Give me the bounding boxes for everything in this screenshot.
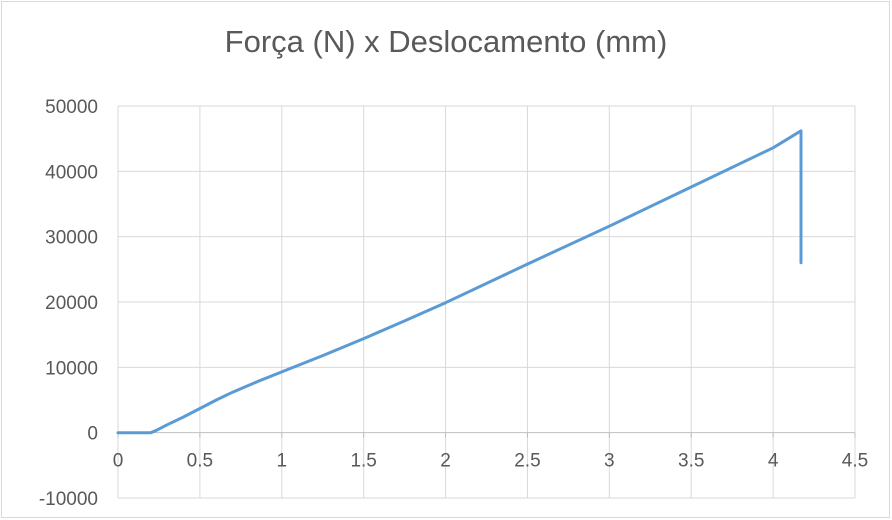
y-tick-labels: 50000 40000 30000 20000 10000 0 -10000 [39,97,98,510]
x-tick-label: 1.5 [350,451,376,472]
x-tick-labels: 0 0.5 1 1.5 2 2.5 3 3.5 4 4.5 [113,451,869,472]
y-tick-label: 0 [87,424,98,445]
gridlines [118,105,856,499]
chart-title: Força (N) x Deslocamento (mm) [224,24,668,59]
x-tick-label: 1 [276,451,287,472]
y-tick-label: 20000 [45,293,98,314]
series-line-0 [116,129,803,435]
x-tick-label: 4 [768,451,779,472]
x-tick-label: 3.5 [678,451,704,472]
y-tick-label: 30000 [45,228,98,249]
y-tick-label: -10000 [39,489,98,510]
x-tick-label: 0 [113,451,124,472]
x-tick-label: 4.5 [842,451,868,472]
x-tick-label: 0.5 [187,451,213,472]
y-tick-label: 40000 [45,162,98,183]
x-tick-label: 2.5 [514,451,540,472]
y-tick-label: 50000 [45,97,98,118]
x-tick-label: 3 [604,451,615,472]
y-tick-label: 10000 [45,358,98,379]
series-layer [116,129,803,435]
x-tick-label: 2 [440,451,451,472]
